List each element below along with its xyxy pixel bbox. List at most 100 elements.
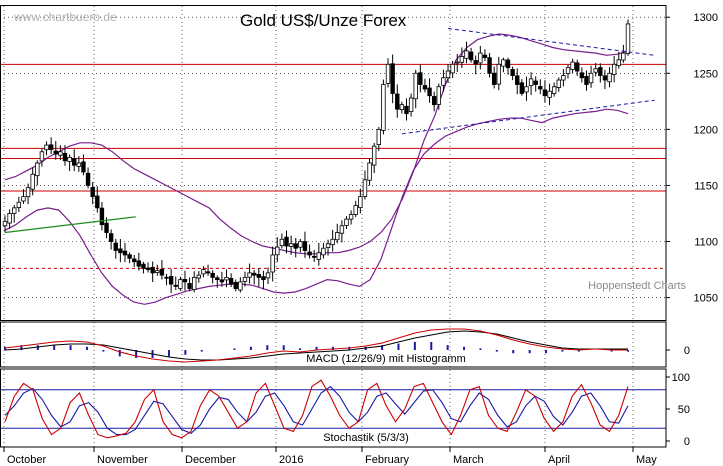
price-tick-label: 1150 bbox=[694, 180, 718, 192]
candle-down bbox=[219, 279, 225, 283]
candle-up bbox=[524, 86, 529, 93]
candle-up bbox=[44, 144, 49, 151]
candle-down bbox=[81, 161, 86, 173]
stochastic-panel bbox=[0, 379, 666, 439]
candle-down bbox=[482, 54, 488, 58]
candle-up bbox=[155, 270, 160, 273]
candle-up bbox=[35, 162, 40, 177]
candle-up bbox=[21, 196, 26, 202]
candle-down bbox=[122, 250, 128, 256]
candle-down bbox=[487, 57, 492, 74]
candle-down bbox=[173, 284, 178, 287]
candle-up bbox=[335, 232, 340, 241]
macd-panel bbox=[4, 328, 629, 363]
candle-down bbox=[390, 63, 395, 94]
bollinger-bands bbox=[4, 33, 629, 305]
candle-up bbox=[39, 151, 45, 162]
candle-down bbox=[127, 254, 132, 259]
candle-up bbox=[25, 187, 31, 198]
candle-down bbox=[164, 276, 169, 279]
price-tick-label: 1050 bbox=[694, 293, 718, 305]
candle-up bbox=[496, 63, 501, 85]
candle-down bbox=[251, 272, 257, 276]
candle-down bbox=[90, 187, 95, 198]
candle-down bbox=[575, 62, 580, 72]
candle-down bbox=[99, 207, 105, 226]
candle-up bbox=[265, 272, 271, 279]
candle-down bbox=[132, 258, 137, 263]
candle-up bbox=[611, 63, 617, 75]
candle-down bbox=[422, 85, 428, 90]
candle-up bbox=[247, 272, 252, 278]
candle-down bbox=[261, 276, 266, 281]
x-tick-label: October bbox=[7, 454, 46, 466]
candle-down bbox=[510, 69, 515, 76]
x-tick-label: May bbox=[636, 454, 657, 466]
candle-up bbox=[413, 72, 418, 100]
main-panel-frame bbox=[0, 5, 667, 321]
candle-down bbox=[104, 222, 109, 233]
macd-tick-label: 0 bbox=[684, 345, 690, 357]
candle-up bbox=[279, 238, 285, 247]
x-tick-label: April bbox=[548, 454, 570, 466]
candle-up bbox=[450, 63, 455, 74]
candle-up bbox=[316, 252, 322, 260]
candle-up bbox=[621, 52, 626, 61]
candle-up bbox=[371, 145, 377, 166]
candle-down bbox=[95, 195, 100, 209]
candle-up bbox=[7, 213, 12, 224]
candle-up bbox=[330, 238, 335, 246]
bollinger-lower-line bbox=[4, 108, 629, 305]
candle-down bbox=[284, 236, 289, 247]
candle-down bbox=[579, 72, 585, 79]
stochastic-label: Stochastik (5/3/3) bbox=[323, 432, 409, 444]
x-tick-label: February bbox=[365, 454, 410, 466]
candle-up bbox=[376, 128, 381, 146]
axes: October November December 2016 February March… bbox=[0, 5, 718, 466]
candle-up bbox=[616, 59, 621, 67]
candle-down bbox=[404, 105, 409, 115]
candle-down bbox=[302, 241, 308, 251]
candle-up bbox=[588, 72, 594, 84]
candle-up bbox=[593, 68, 598, 73]
trend-channel-lower bbox=[401, 99, 655, 135]
stochastic-k-line bbox=[4, 379, 629, 439]
candle-down bbox=[427, 87, 432, 97]
candle-up bbox=[58, 151, 63, 156]
candle-down bbox=[205, 271, 211, 274]
candle-up bbox=[16, 201, 22, 208]
macd-panel-frame bbox=[0, 321, 667, 368]
chart-title: Gold US$/Unze Forex bbox=[240, 11, 407, 30]
stochastic-tick-label: 50 bbox=[678, 404, 690, 416]
stochastic-d-line bbox=[4, 385, 629, 436]
candle-down bbox=[468, 51, 474, 61]
candle-up bbox=[201, 269, 206, 275]
candles bbox=[2, 19, 631, 294]
candle-up bbox=[67, 156, 72, 162]
price-tick-label: 1100 bbox=[694, 237, 718, 249]
candle-down bbox=[491, 72, 497, 85]
candle-down bbox=[85, 172, 91, 186]
candle-down bbox=[136, 260, 142, 267]
candle-up bbox=[528, 78, 534, 87]
candle-down bbox=[233, 282, 238, 290]
candle-up bbox=[561, 75, 566, 81]
candle-up bbox=[459, 56, 465, 63]
candle-up bbox=[501, 59, 506, 67]
macd-label: MACD (12/26/9) mit Histogramm bbox=[306, 353, 466, 365]
candle-up bbox=[275, 246, 280, 256]
candle-up bbox=[12, 207, 17, 214]
watermark: www.chartbuero.de bbox=[13, 10, 117, 24]
candle-up bbox=[178, 279, 183, 289]
candle-down bbox=[168, 276, 174, 285]
candle-down bbox=[395, 93, 400, 110]
candle-down bbox=[533, 80, 538, 85]
stochastic-tick-label: 100 bbox=[672, 372, 690, 384]
macd-line bbox=[4, 328, 628, 363]
candle-up bbox=[339, 225, 345, 234]
candle-up bbox=[196, 274, 202, 279]
source-label: Hoppenstedt Charts bbox=[588, 280, 686, 292]
green-trendline bbox=[4, 216, 136, 234]
candle-down bbox=[473, 60, 478, 65]
